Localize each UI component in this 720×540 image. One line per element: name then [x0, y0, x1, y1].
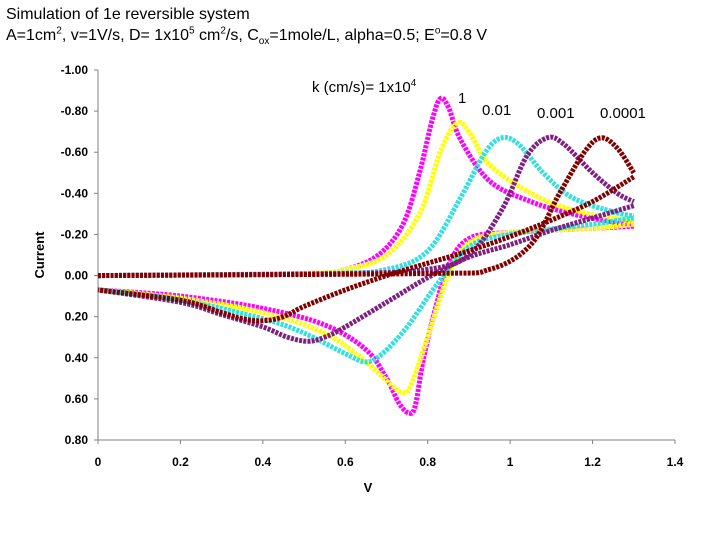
series-1 [97, 119, 635, 396]
series-1-forward-scan [97, 119, 635, 279]
subtitle-part-5: 2 [220, 25, 226, 37]
x-tick-label: 0 [95, 455, 102, 469]
k-label-exponent: 4 [411, 78, 417, 89]
series-0-forward-scan [97, 95, 635, 279]
k-label: k (cm/s)= 1x104 [312, 78, 417, 96]
y-tick-label: -0.40 [61, 186, 89, 200]
x-axis-title: V [364, 480, 373, 495]
series-2 [97, 134, 635, 365]
series-4-reverse-scan [97, 174, 636, 324]
y-tick-label: -0.60 [61, 145, 89, 159]
subtitle-part-4: cm [194, 27, 221, 44]
k-value-label: 0.001 [537, 105, 575, 122]
series-0-reverse-scan [97, 223, 634, 416]
x-tick-label: 0.4 [255, 455, 272, 469]
series-0 [97, 95, 635, 416]
subtitle-part-0: A=1cm [6, 27, 57, 44]
x-tick-label: 1.4 [667, 455, 684, 469]
chart-subtitle: A=1cm2, v=1V/s, D= 1x105 cm2/s, Cox=1mol… [6, 25, 488, 48]
y-tick-label: 0.60 [65, 392, 89, 406]
series-3-forward-scan [97, 134, 635, 279]
y-tick-label: -1.00 [61, 63, 89, 77]
y-tick-label: -0.20 [61, 227, 89, 241]
x-tick-label: 1.2 [584, 455, 601, 469]
subtitle-part-1: 2 [56, 25, 62, 37]
series-4-forward-scan [97, 135, 636, 279]
series-1-reverse-scan [97, 221, 635, 396]
chart-title: Simulation of 1e reversible system [6, 6, 250, 23]
subtitle-part-10: =0.8 V [440, 27, 488, 44]
subtitle-part-2: , v=1V/s, D= 1x10 [61, 27, 189, 44]
x-tick-label: 0.6 [337, 455, 354, 469]
y-tick-label: -0.80 [61, 104, 89, 118]
annotations: k (cm/s)= 1x104 1 0.01 0.001 0.0001 [312, 78, 646, 122]
axes: -1.00-0.80-0.60-0.40-0.200.000.200.400.6… [32, 63, 684, 495]
y-tick-label: 0.40 [65, 351, 89, 365]
y-tick-label: 0.20 [65, 310, 89, 324]
subtitle-part-3: 5 [189, 25, 195, 37]
subtitle-part-7: ox [258, 36, 270, 48]
y-tick-label: 0.00 [65, 269, 89, 283]
x-tick-label: 0.2 [172, 455, 189, 469]
k-value-label: 0.0001 [600, 105, 646, 122]
series-4 [97, 135, 636, 324]
k-label-text: k (cm/s)= 1x10 [312, 79, 411, 96]
x-tick-label: 1 [507, 455, 514, 469]
subtitle-part-8: =1mole/L, alpha=0.5; E [269, 27, 435, 44]
subtitle-part-9: o [434, 25, 441, 37]
y-axis-title: Current [32, 231, 47, 279]
y-tick-label: 0.80 [65, 433, 89, 447]
series-2-reverse-scan [97, 215, 635, 365]
k-value-label: 0.01 [482, 102, 511, 119]
series-3 [97, 134, 635, 344]
k-value-label: 1 [458, 90, 466, 107]
plot-area [97, 95, 636, 416]
subtitle-part-6: /s, C [225, 27, 259, 44]
x-tick-label: 0.8 [419, 455, 436, 469]
